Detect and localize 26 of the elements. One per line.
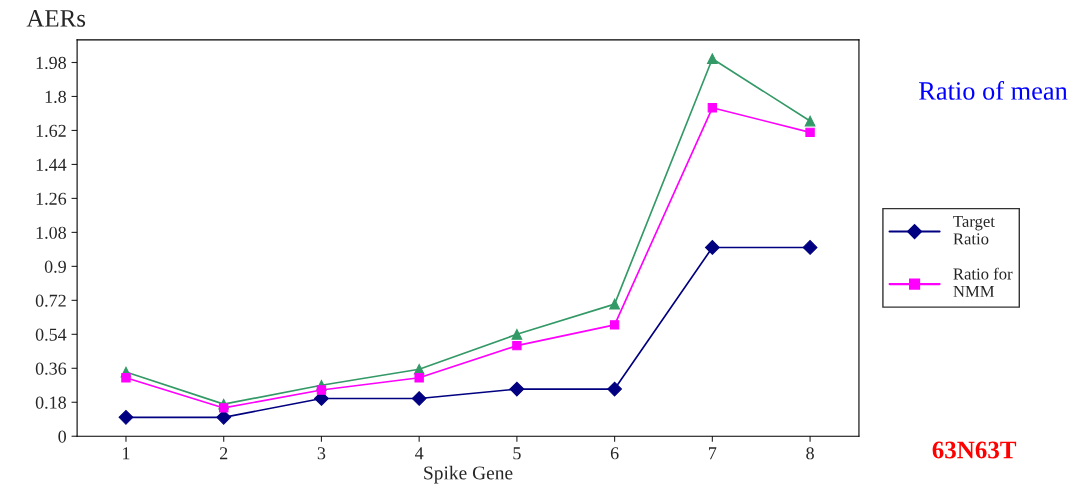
y-tick-label: 0.72 (35, 294, 66, 307)
x-tick-label: 7 (709, 447, 717, 460)
y-tick-label: 1.26 (36, 192, 67, 205)
y-tick-label: 0.54 (35, 328, 67, 341)
y-tick-label: 0 (58, 430, 67, 443)
y-tick-label: 1.44 (36, 158, 67, 171)
y-axis-title: AERs (26, 10, 86, 27)
legend-label: Target Ratio (953, 215, 995, 245)
x-tick-label: 1 (123, 447, 130, 460)
x-tick-label: 5 (513, 447, 521, 460)
x-axis-title: Spike Gene (424, 465, 513, 484)
y-tick-label: 0.36 (35, 362, 67, 375)
x-tick-label: 6 (610, 447, 619, 460)
y-tick-label: 1.98 (36, 56, 67, 70)
x-tick-label: 8 (806, 447, 814, 460)
y-tick-label: 1.08 (36, 226, 67, 239)
text: Ratio of mean (919, 81, 1068, 100)
y-tick-label: 0.18 (35, 396, 67, 409)
legend-label: Ratio for NMM (953, 267, 1013, 297)
y-tick-label: 1.8 (45, 90, 67, 103)
text: 63N63T (932, 441, 1017, 459)
x-tick-label: 3 (317, 447, 326, 460)
x-tick-label: 2 (219, 447, 228, 460)
x-tick-label: 4 (415, 447, 424, 460)
y-tick-label: 1.62 (36, 124, 66, 137)
y-tick-label: 0.9 (44, 260, 66, 273)
